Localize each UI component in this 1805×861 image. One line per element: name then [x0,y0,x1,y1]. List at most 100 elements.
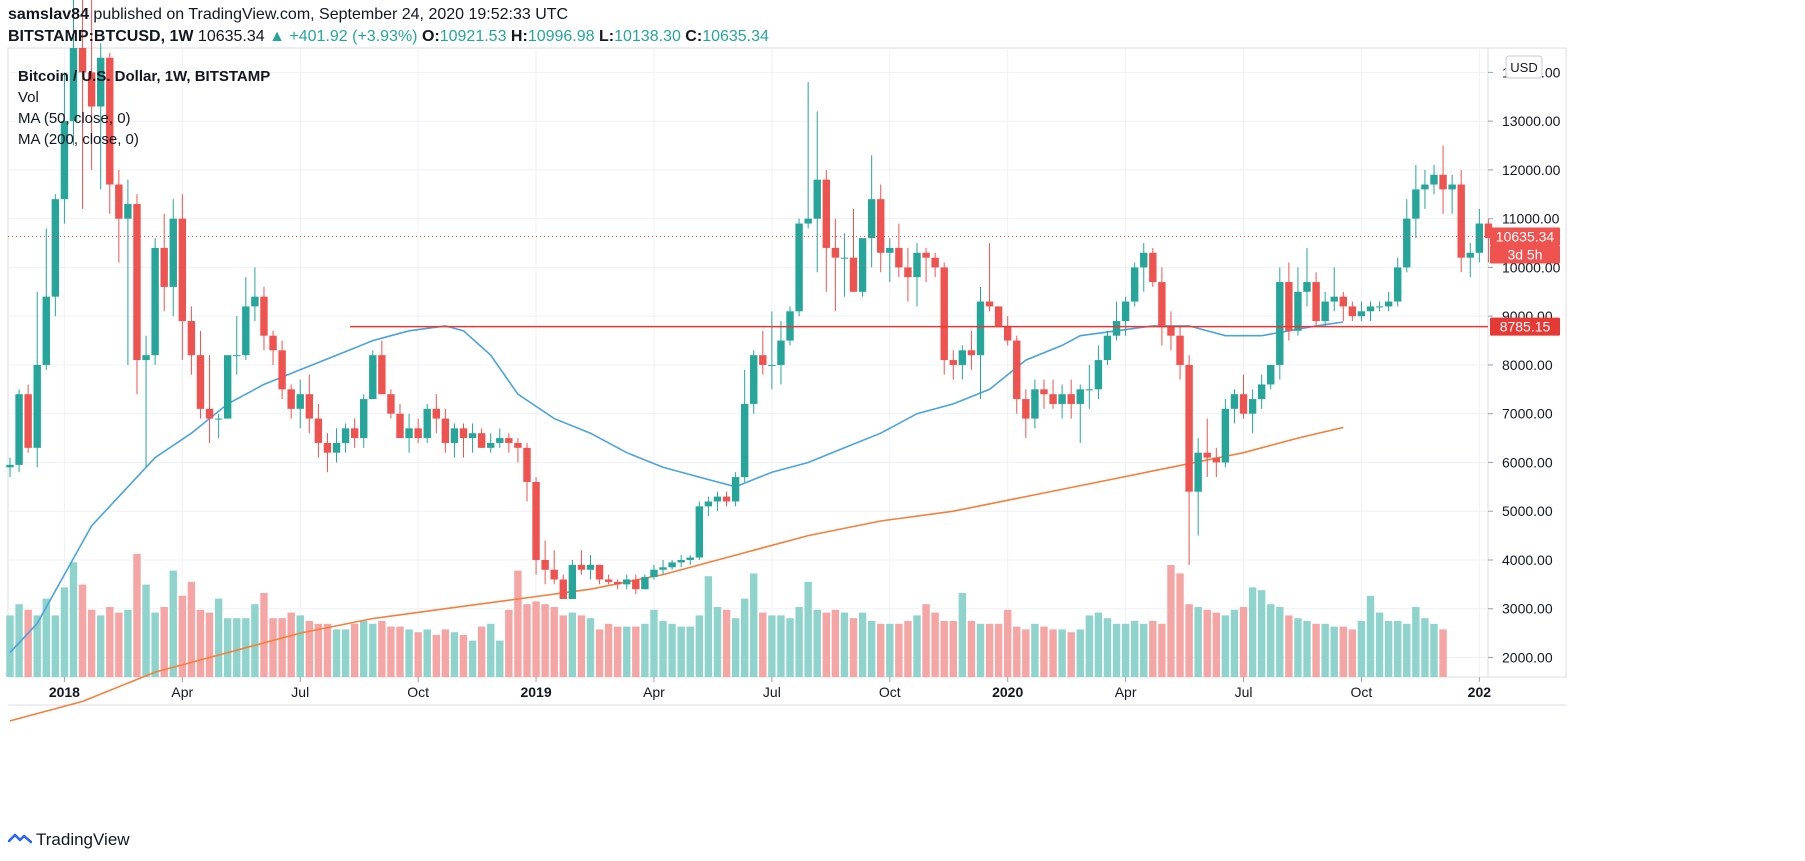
support-badge-label: 8785.15 [1500,319,1551,335]
volume-bar [1212,612,1221,677]
candle-body [895,247,903,268]
legend-ma200[interactable]: MA (200, close, 0) [18,131,139,148]
candle-body [187,321,196,356]
volume-bar [523,604,531,677]
candle-body [169,218,177,287]
tradingview-brand[interactable]: TradingView [8,830,130,850]
candle-body [985,301,994,307]
time-tick-label: Jul [1235,684,1253,700]
volume-bar [559,615,567,677]
candle-body [750,355,758,404]
price-tick-label: 11000.00 [1502,211,1560,227]
volume-bar [1112,623,1121,677]
candle-body [97,57,105,107]
volume-bar [1248,587,1257,677]
candle-body [477,433,486,448]
candle-body [1239,394,1248,414]
candle-body [1366,306,1375,312]
candle-body [1212,457,1221,463]
volume-bar [677,626,685,677]
volume-bar [1384,621,1393,677]
time-tick-label: Oct [1351,684,1373,700]
candle-body [51,199,60,297]
volume-bar [1366,595,1375,677]
volume-bar [1303,621,1311,677]
candle-body [1022,399,1030,419]
volume-bar [196,609,205,677]
candle-body [24,394,32,448]
volume-bar [1257,590,1266,677]
countdown-badge-bg [1490,245,1560,264]
publish-info: samslav84 published on TradingView.com, … [8,6,568,24]
chart-legend: Bitcoin / U.S. Dollar, 1W, BITSTAMP Vol … [18,66,270,150]
legend-ma50[interactable]: MA (50, close, 0) [18,110,131,127]
volume-bar [1185,604,1193,677]
volume-bar [251,604,259,677]
volume-bar [840,612,849,677]
open-label: O: [421,28,440,45]
volume-bar [69,562,78,677]
candle-body [1230,394,1239,409]
candle-body [1375,306,1384,308]
volume-bar [1022,629,1030,677]
candle-body [269,335,277,351]
volume-bar [233,618,241,677]
candle-body [577,564,586,570]
candle-body [931,257,939,268]
candle-body [858,238,867,292]
candle-body [976,301,985,356]
candle-body [1067,394,1075,404]
candle-body [1013,340,1021,400]
volume-bar [1158,623,1166,677]
volume-bar [178,595,187,677]
volume-bar [1013,626,1021,677]
candle-body [623,579,631,585]
volume-bar [740,598,749,677]
candle-body [115,184,123,219]
volume-bar [468,640,477,677]
candle-body [1421,184,1429,190]
volume-bar [541,604,549,677]
price-tick-label: 2000.00 [1502,649,1553,665]
volume-bar [632,626,640,677]
time-tick-label: Jul [763,684,781,700]
volume-bar [1375,612,1384,677]
volume-bar [441,629,450,677]
legend-vol[interactable]: Vol [18,89,39,106]
candle-body [33,364,41,448]
candle-body [60,121,69,200]
volume-bar [78,584,87,677]
volume-bar [695,615,704,677]
volume-bar [505,609,513,677]
candle-body [332,442,341,453]
price-badges: 10635.34 3d 5h 8785.15 USD [1490,55,1560,336]
candle-body [849,257,858,292]
candle-body [1303,282,1311,292]
volume-bar [477,626,486,677]
candle-body [541,559,549,570]
close-value: 10635.34 [702,28,769,45]
candle-body [867,199,876,239]
candle-body [78,48,87,73]
candle-body [1158,282,1166,326]
volume-bar [124,609,132,677]
candle-body [523,447,531,482]
candle-body [604,579,613,582]
volume-bar [1403,623,1411,677]
candle-body [568,564,577,599]
volume-bar [713,607,722,677]
time-tick-label: 2019 [520,684,551,700]
price-tick-label: 12000.00 [1502,162,1561,178]
legend-title[interactable]: Bitcoin / U.S. Dollar, 1W, BITSTAMP [18,68,271,85]
volume-bar [15,604,23,677]
candle-body [278,350,286,390]
candle-body [1267,364,1275,385]
high-value: 10996.98 [527,28,595,45]
candle-body [1321,301,1329,322]
candle-body [1339,296,1347,307]
author[interactable]: samslav84 [8,6,89,23]
candle-body [106,57,114,185]
candle-body [1103,335,1112,361]
volume-bar [1276,607,1284,677]
